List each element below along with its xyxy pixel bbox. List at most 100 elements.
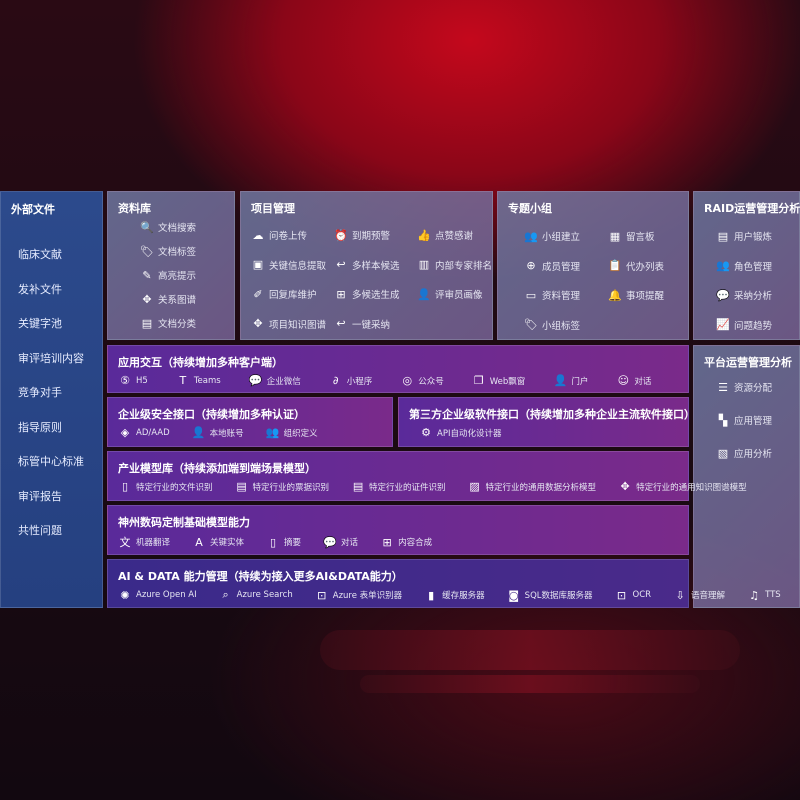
feature-item[interactable]: ⑤ H5 [118, 374, 148, 387]
sidebar-item[interactable]: 关键字池 [18, 317, 62, 330]
ranking-icon: ▥ [418, 258, 430, 271]
feature-item[interactable]: 👤 评审员画像 [417, 287, 482, 302]
database-icon: ◙ [508, 588, 520, 602]
feature-item[interactable]: ⏰ 到期预警 [334, 228, 390, 243]
feature-item[interactable]: ⊡ Azure 表单识别器 [315, 588, 402, 602]
feature-item[interactable]: ⊞ 多候选生成 [334, 287, 399, 302]
feature-item[interactable]: ◎ 公众号 [400, 374, 443, 387]
html5-icon: ⑤ [120, 374, 130, 387]
feature-item[interactable]: ▣ 关键信息提取 [251, 258, 326, 272]
feature-item[interactable]: 💬 对话 [323, 534, 358, 550]
feature-label: 文档分类 [158, 319, 197, 330]
feature-item[interactable]: ⇩ 语音理解 [673, 588, 725, 602]
feature-item[interactable]: ✥ 特定行业的通用知识图谱模型 [618, 480, 746, 493]
feature-item[interactable]: ⌕ Azure Search [219, 588, 293, 602]
feature-item[interactable]: 👍 点赞感谢 [417, 228, 473, 243]
feature-item[interactable]: ☰ 资源分配 [716, 380, 773, 395]
tts-icon: ♫ [749, 588, 759, 602]
feature-item[interactable]: A 关键实体 [192, 534, 244, 550]
project-panel: 项目管理 ☁ 问卷上传 ⏰ 到期预警 👍 点赞感谢 ▣ 关键信息提取 ↩ 多样本候选 ▥ 内部专家排名 ✐… [240, 191, 493, 340]
sidebar-item[interactable]: 审评报告 [18, 489, 62, 503]
feature-item[interactable]: ♫ TTS [747, 588, 781, 602]
feature-item[interactable]: 🏷 文档标签 [140, 244, 196, 259]
feature-label: 应用分析 [734, 449, 773, 460]
sidebar-item[interactable]: 竞争对手 [18, 386, 62, 399]
file-icon: ▯ [121, 480, 129, 493]
feature-item[interactable]: ▮ 缓存服务器 [424, 588, 485, 602]
bell-icon: 🔔 [608, 288, 622, 302]
feature-item[interactable]: 👥 小组建立 [524, 229, 580, 244]
feature-item[interactable]: 👤 门户 [553, 374, 588, 387]
sidebar-item[interactable]: 审评培训内容 [18, 351, 84, 365]
graph-icon: ✥ [142, 292, 152, 306]
feature-item[interactable]: ✥ 关系图谱 [140, 292, 196, 307]
feature-item[interactable]: 📈 问题趋势 [716, 318, 772, 332]
feature-item[interactable]: ⊞ 内容合成 [380, 534, 432, 550]
feature-item[interactable]: ▦ 留言板 [608, 229, 655, 244]
panel-title: 神州数码定制基础模型能力 [118, 516, 250, 529]
feature-item[interactable]: ⚙ API自动化设计器 [419, 426, 501, 439]
feature-item[interactable]: 文机器翻译 [118, 534, 171, 550]
feature-item[interactable]: ⊡ OCR [615, 588, 651, 602]
feature-item[interactable]: T Teams [176, 374, 220, 387]
graph-icon: ✥ [620, 480, 630, 493]
sidebar-item[interactable]: 指导原则 [18, 420, 62, 434]
feature-item[interactable]: ☺ 对话 [616, 374, 652, 387]
feature-item[interactable]: ↩ 多样本候选 [334, 258, 399, 272]
feature-item[interactable]: ✥ 项目知识图谱 [251, 317, 326, 331]
tag-icon: 🏷 [140, 244, 154, 258]
sidebar-item[interactable]: 临床文献 [18, 248, 62, 261]
feature-item[interactable]: ↩ 一键采纳 [334, 317, 390, 331]
feature-item[interactable]: ▤ 文档分类 [140, 316, 197, 331]
feature-label: 采纳分析 [734, 291, 773, 302]
feature-item[interactable]: ◙ SQL数据库服务器 [507, 588, 592, 602]
sidebar-item[interactable]: 共性问题 [18, 524, 62, 537]
thumbs-up-icon: 👍 [417, 228, 431, 242]
feature-item[interactable]: 🏷 小组标签 [524, 318, 580, 332]
portal-icon: 👤 [553, 374, 568, 387]
feature-item[interactable]: ▨ 特定行业的通用数据分析模型 [468, 480, 596, 493]
document-search-icon: 🔍 [140, 220, 154, 234]
feature-item[interactable]: 💬 采纳分析 [716, 288, 773, 303]
feature-item[interactable]: ⊕ 成员管理 [524, 259, 580, 273]
feature-item[interactable]: ✎ 高亮提示 [140, 268, 197, 283]
id-card-icon: ▤ [717, 229, 729, 243]
sidebar-item[interactable]: 发补文件 [18, 282, 62, 296]
feature-item[interactable]: ▥ 内部专家排名 [417, 258, 492, 272]
pen-icon: ✎ [142, 268, 152, 282]
feature-item[interactable]: ▚ 应用管理 [716, 413, 772, 428]
feature-item[interactable]: 👥 角色管理 [716, 259, 772, 273]
feature-label: 本地账号 [209, 428, 244, 439]
feature-item[interactable]: ◈ AD/AAD [118, 426, 170, 439]
sidebar-item[interactable]: 标管中心标准 [18, 455, 84, 468]
feature-item[interactable]: 🔔 事项提醒 [608, 288, 664, 303]
feature-label: 资源分配 [734, 383, 773, 394]
feature-item[interactable]: ▤ 特定行业的票据识别 [235, 480, 329, 493]
feature-item[interactable]: 💬 企业微信 [249, 374, 301, 387]
feature-item[interactable]: ▤ 用户锻炼 [716, 229, 772, 244]
wechat-icon: 💬 [248, 374, 263, 387]
feature-item[interactable]: ▭ 资料管理 [524, 288, 581, 303]
library-panel: 资料库 🔍 文档搜索 🏷 文档标签 ✎ 高亮提示 ✥ 关系图谱 ▤ 文档分类 [107, 191, 235, 340]
feature-item[interactable]: ▧ 应用分析 [716, 446, 773, 461]
summary-icon: ▯ [270, 535, 277, 549]
feature-item[interactable]: 👥 组织定义 [266, 426, 318, 439]
graph-icon: ✥ [253, 317, 263, 330]
feature-item[interactable]: 📋 代办列表 [608, 259, 664, 273]
feature-item[interactable]: ▯ 摘要 [266, 534, 301, 550]
feature-item[interactable]: ✐ 回复库维护 [251, 287, 316, 302]
feature-item[interactable]: 🔍 文档搜索 [140, 220, 196, 235]
feature-item[interactable]: ▯ 特定行业的文件识别 [118, 480, 213, 493]
feature-label: 高亮提示 [158, 271, 197, 282]
folder-icon: ▭ [525, 288, 537, 302]
feature-item[interactable]: ∂ 小程序 [329, 374, 372, 387]
feature-label: 对话 [341, 538, 359, 548]
feature-item[interactable]: ☁ 问卷上传 [251, 228, 308, 243]
feature-item[interactable]: ▤ 特定行业的证件识别 [351, 480, 446, 493]
feature-label: TTS [765, 590, 781, 600]
feature-item[interactable]: ❐ Web飘窗 [472, 374, 525, 387]
feature-item[interactable]: 👤 本地账号 [192, 426, 244, 439]
feature-label: 资料管理 [542, 291, 581, 302]
organization-icon: 👥 [265, 426, 280, 439]
feature-item[interactable]: ✺ Azure Open AI [118, 588, 196, 602]
